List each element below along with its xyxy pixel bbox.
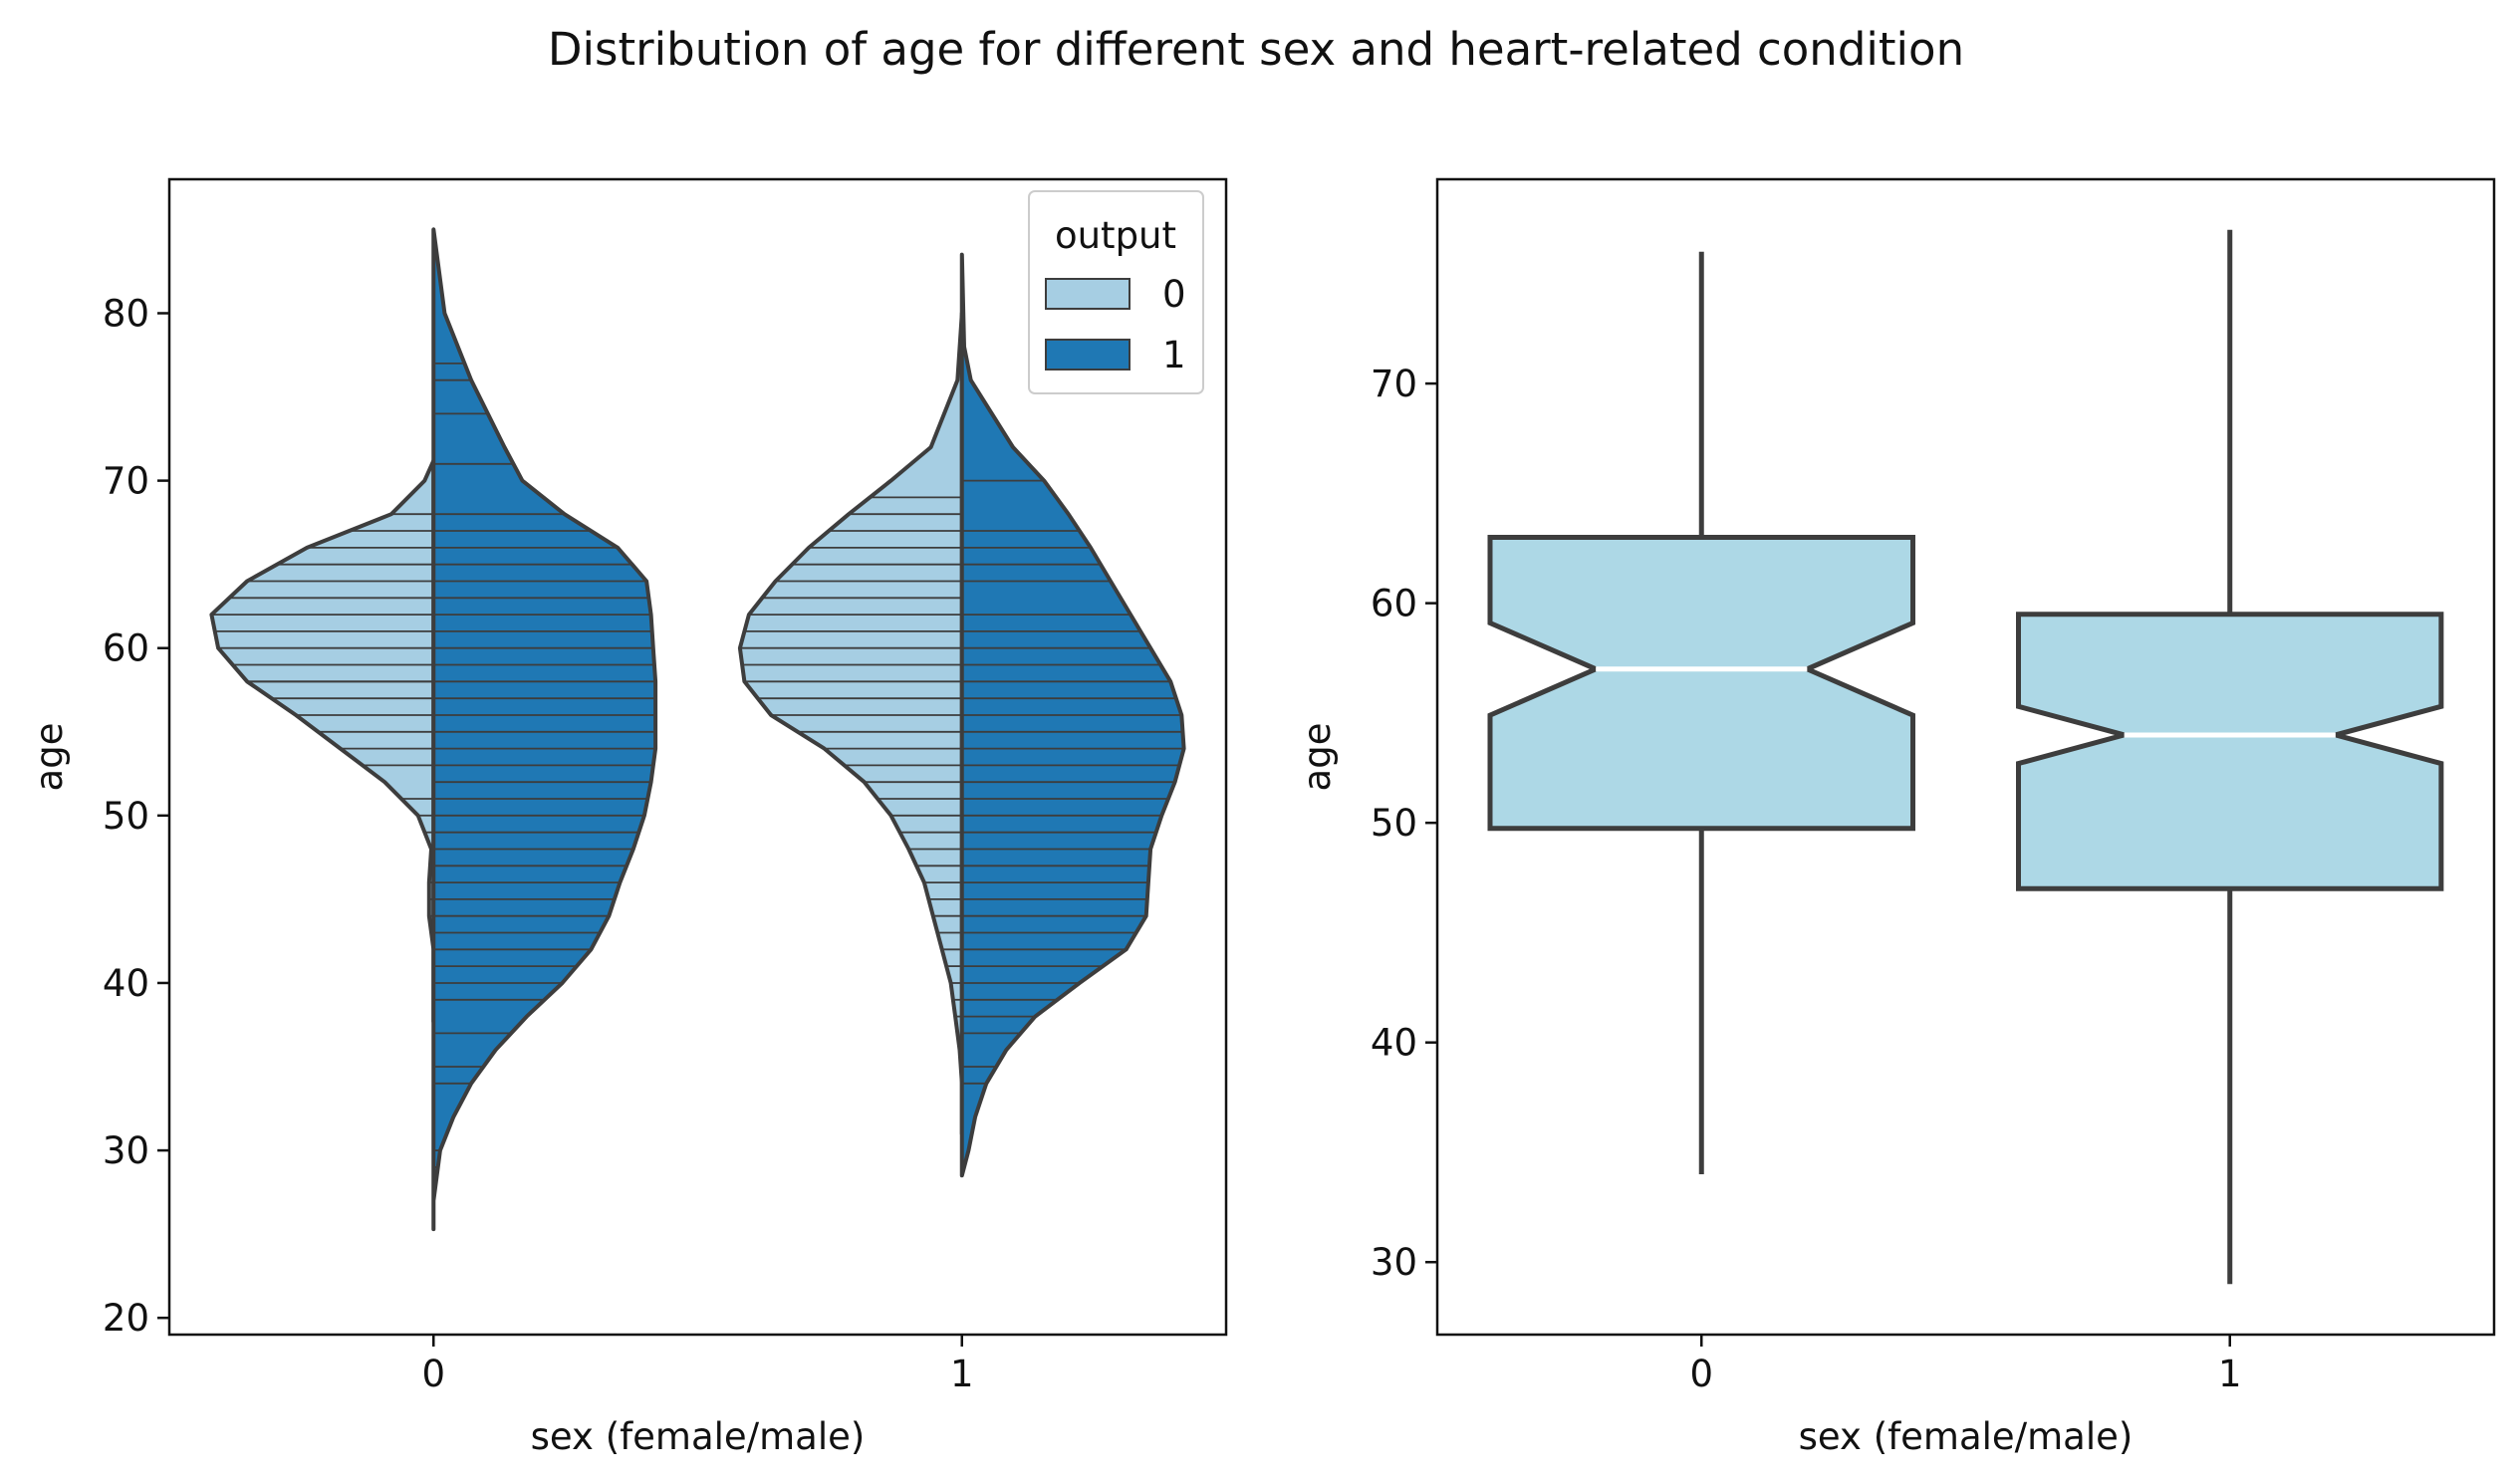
legend-title: output	[1055, 214, 1176, 257]
box-x-axis-label: sex (female/male)	[1799, 1415, 2134, 1458]
legend-label-0: 0	[1162, 273, 1186, 316]
y-tick-label: 50	[103, 795, 149, 838]
legend-swatch-0	[1045, 278, 1131, 310]
violin-y-axis: 20 30 40 50 60 70 80	[103, 292, 169, 1340]
violin-y-axis-label: age	[28, 723, 71, 792]
y-tick-label: 60	[1371, 583, 1417, 625]
figure-title: Distribution of age for different sex an…	[548, 23, 1964, 76]
box-axes-frame	[1435, 177, 2496, 1337]
box-sex-0	[1487, 535, 1915, 832]
y-tick-label: 40	[1371, 1022, 1417, 1065]
box-y-axis-label: age	[1296, 723, 1339, 792]
y-tick-label: 50	[1371, 802, 1417, 845]
violin-body-0-sex-1	[739, 313, 962, 1134]
y-tick-label: 70	[103, 460, 149, 503]
violin-axes-frame	[167, 177, 1228, 1337]
legend-label-1: 1	[1162, 334, 1186, 376]
violin-outline-1-sex-1	[959, 252, 1186, 1178]
box-marks	[1487, 229, 2444, 1285]
x-tick-label: 1	[2218, 1353, 2242, 1395]
violin-x-axis-label: sex (female/male)	[531, 1415, 866, 1458]
y-tick-label: 60	[103, 627, 149, 670]
legend: output 0 1	[1028, 190, 1204, 394]
y-tick-label: 30	[103, 1129, 149, 1172]
box-y-axis: 30 40 50 60 70	[1371, 363, 1437, 1284]
y-tick-label: 30	[1371, 1241, 1417, 1284]
violin-marks	[209, 227, 1186, 1232]
x-tick-label: 1	[950, 1353, 974, 1395]
violin-body-1-sex-0	[433, 229, 656, 1230]
legend-swatch-1	[1045, 339, 1131, 371]
violin-body-0-sex-0	[211, 460, 434, 1022]
y-tick-label: 40	[103, 962, 149, 1005]
box-sex-1	[2016, 612, 2444, 891]
y-tick-label: 80	[103, 292, 149, 335]
violin-outline-1-sex-0	[431, 227, 658, 1232]
violin-outline-0-sex-1	[737, 311, 964, 1136]
x-tick-label: 0	[1689, 1353, 1713, 1395]
y-tick-label: 20	[103, 1297, 149, 1340]
x-tick-label: 0	[421, 1353, 445, 1395]
y-tick-label: 70	[1371, 363, 1417, 405]
